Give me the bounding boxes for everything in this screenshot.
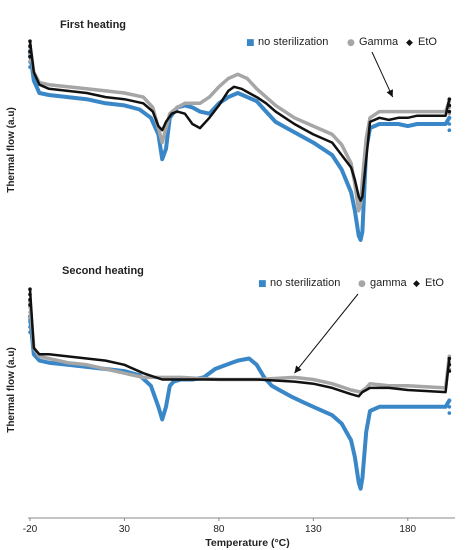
chart-panel-1: First heating Thermal flow (a.u) ■ no steri… — [6, 19, 452, 242]
series-point-end — [447, 363, 452, 367]
series-point-end — [447, 405, 452, 409]
chart-panel-2: Second heating Thermal flow (a.u) ■ no ster… — [6, 265, 455, 549]
legend-label-no-sterilization: no sterilization — [258, 36, 328, 48]
x-tick-label: 80 — [213, 524, 225, 535]
series-point-end — [447, 97, 452, 101]
annotation-arrowhead-2 — [294, 365, 302, 374]
series-point-start — [28, 59, 32, 63]
x-tick-label: -20 — [23, 524, 38, 535]
series-point-end — [447, 122, 452, 126]
series-point-start — [28, 44, 32, 49]
series-point-end — [447, 103, 452, 108]
x-tick-label: 180 — [399, 524, 416, 535]
x-tick-label: 130 — [305, 524, 322, 535]
series-point-start — [28, 297, 32, 302]
legend-label-gamma: gamma — [370, 277, 408, 289]
series-point-start — [28, 303, 32, 307]
legend-marker-2: ● — [347, 38, 355, 48]
annotation-arrow-2 — [294, 293, 359, 374]
series-point-start — [28, 49, 32, 54]
x-tick-label: 30 — [119, 524, 131, 535]
y-axis-label-2: Thermal flow (a.u) — [6, 347, 17, 433]
series-line-gamma-1 — [28, 43, 452, 213]
legend-marker-2: ● — [358, 279, 366, 289]
series-point-start — [28, 292, 32, 297]
series-point-start — [28, 65, 32, 69]
legend-label-no-sterilization: no sterilization — [270, 277, 340, 289]
x-axis-label: Temperature (°C) — [205, 537, 290, 549]
annotation-arrow-1 — [371, 51, 394, 98]
legend-label-eto: EtO — [418, 36, 437, 48]
series-point-end — [447, 356, 452, 361]
legend-marker-3: ◆ — [413, 279, 420, 289]
legend-label-gamma: Gamma — [359, 36, 399, 48]
series-point-end — [447, 369, 452, 373]
y-axis-label-1: Thermal flow (a.u) — [6, 107, 17, 193]
series-point-start — [28, 54, 32, 59]
series-point-start — [28, 287, 32, 292]
series-line-no-sterilization-2 — [28, 314, 452, 491]
legend-label-eto: EtO — [425, 277, 444, 289]
series-line-eto-1 — [28, 39, 451, 202]
series-point-end — [447, 411, 452, 415]
chart-title-2: Second heating — [62, 265, 144, 277]
series-point-end — [447, 398, 452, 403]
series-point-end — [447, 128, 452, 133]
legend-marker-3: ◆ — [406, 38, 413, 48]
series-point-end — [447, 116, 452, 120]
series-line-no-sterilization-1 — [28, 49, 452, 242]
legend-marker-1: ■ — [246, 38, 255, 48]
series-point-end — [447, 109, 452, 114]
legend-marker-1: ■ — [258, 279, 267, 289]
annotation-arrowhead-1 — [386, 89, 393, 98]
series-point-start — [28, 39, 32, 44]
series-line-eto-2 — [28, 287, 451, 398]
chart-title-1: First heating — [60, 19, 126, 31]
